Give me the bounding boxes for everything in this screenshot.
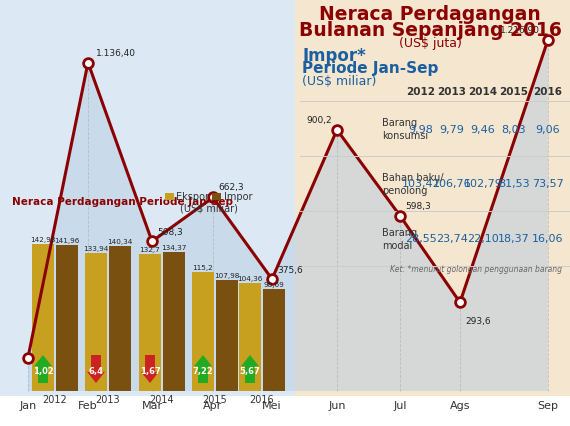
Text: 133,94: 133,94	[83, 245, 109, 251]
Text: 1,67: 1,67	[140, 366, 160, 375]
Bar	[165, 193, 174, 201]
Text: 142,98: 142,98	[30, 236, 56, 242]
Text: 103,42: 103,42	[402, 179, 441, 189]
Bar	[216, 280, 238, 391]
Text: 1,02: 1,02	[32, 366, 54, 375]
Text: 375,6: 375,6	[277, 265, 303, 274]
Text: Feb: Feb	[78, 400, 98, 410]
Text: 2012: 2012	[406, 87, 435, 97]
Text: 107,98: 107,98	[214, 272, 240, 278]
Text: Barang
modal: Barang modal	[382, 227, 417, 250]
Text: 98,69: 98,69	[263, 282, 284, 288]
Text: 23,74: 23,74	[436, 234, 468, 244]
Text: 508,3: 508,3	[157, 228, 183, 237]
Text: 9,79: 9,79	[439, 124, 465, 134]
Text: 2015: 2015	[499, 87, 528, 97]
Text: Bahan baku/
penolong: Bahan baku/ penolong	[382, 173, 443, 196]
Bar	[163, 253, 185, 391]
Text: 81,53: 81,53	[498, 179, 530, 189]
Text: 104,36: 104,36	[237, 276, 263, 282]
Text: 7,22: 7,22	[193, 366, 213, 375]
Text: 16,06: 16,06	[532, 234, 564, 244]
Bar	[85, 253, 107, 391]
Polygon shape	[241, 355, 259, 383]
Text: Mar: Mar	[141, 400, 162, 410]
Text: 18,37: 18,37	[498, 234, 530, 244]
Bar	[295, 0, 570, 396]
Bar	[239, 284, 261, 391]
Text: 22,10: 22,10	[467, 234, 499, 244]
Text: Apr: Apr	[203, 400, 223, 410]
Bar	[56, 245, 78, 391]
Text: 293,6: 293,6	[465, 317, 491, 325]
Bar	[32, 244, 54, 391]
Text: (US$ miliar): (US$ miliar)	[180, 204, 238, 213]
Text: 2012: 2012	[43, 394, 67, 404]
Polygon shape	[87, 355, 105, 383]
Text: Bulanan Sepanjang 2016: Bulanan Sepanjang 2016	[299, 21, 561, 40]
Text: Ags: Ags	[450, 400, 470, 410]
Text: 9,46: 9,46	[471, 124, 495, 134]
Text: Neraca Perdagangan Periode Jan-Sep: Neraca Perdagangan Periode Jan-Sep	[12, 196, 233, 207]
Text: 8,03: 8,03	[502, 124, 526, 134]
Text: Jul: Jul	[393, 400, 407, 410]
Text: 132,7: 132,7	[140, 247, 160, 253]
Text: 28,55: 28,55	[405, 234, 437, 244]
Text: 115,2: 115,2	[193, 265, 213, 271]
Text: 2014: 2014	[150, 394, 174, 404]
Bar	[263, 290, 285, 391]
Text: Impor*: Impor*	[302, 47, 366, 65]
Text: 2016: 2016	[534, 87, 563, 97]
Text: 1.136,40: 1.136,40	[96, 49, 136, 58]
Text: (US$ juta): (US$ juta)	[398, 37, 462, 50]
Text: Impor: Impor	[224, 192, 253, 202]
Text: Ket: *menurut golongan penggunaan barang: Ket: *menurut golongan penggunaan barang	[390, 265, 562, 273]
Text: Sep: Sep	[538, 400, 559, 410]
Polygon shape	[28, 40, 548, 391]
Text: Neraca Perdagangan: Neraca Perdagangan	[319, 5, 541, 24]
Polygon shape	[34, 355, 52, 383]
Text: (US$ miliar): (US$ miliar)	[302, 75, 376, 88]
Text: 2013: 2013	[96, 394, 120, 404]
Text: 140,34: 140,34	[107, 239, 133, 245]
Text: Jun: Jun	[328, 400, 346, 410]
Text: 141,96: 141,96	[54, 237, 80, 243]
Text: 1.216,90: 1.216,90	[500, 26, 540, 35]
Bar	[109, 247, 131, 391]
Text: 662,3: 662,3	[218, 183, 243, 192]
Bar	[192, 273, 214, 391]
Text: Barang
konsumsi: Barang konsumsi	[382, 118, 428, 141]
Text: 598,3: 598,3	[405, 201, 431, 210]
Text: 73,57: 73,57	[532, 179, 564, 189]
Bar	[139, 255, 161, 391]
Text: 2014: 2014	[469, 87, 498, 97]
Text: Periode Jan-Sep: Periode Jan-Sep	[302, 61, 438, 76]
Text: Mei: Mei	[262, 400, 282, 410]
Text: 5,67: 5,67	[239, 366, 260, 375]
Text: 9,06: 9,06	[536, 124, 560, 134]
Text: 2013: 2013	[438, 87, 466, 97]
Polygon shape	[141, 355, 159, 383]
Text: 6,4: 6,4	[88, 366, 104, 375]
Text: 134,37: 134,37	[161, 245, 187, 251]
Text: 2016: 2016	[250, 394, 274, 404]
Text: Ekspor: Ekspor	[176, 192, 209, 202]
Polygon shape	[194, 355, 212, 383]
Text: 900,2: 900,2	[307, 115, 332, 124]
Bar	[0, 0, 295, 396]
Bar	[212, 193, 221, 201]
Text: Jan: Jan	[19, 400, 36, 410]
Text: 2015: 2015	[202, 394, 227, 404]
Text: 102,79: 102,79	[463, 179, 502, 189]
Text: 106,76: 106,76	[433, 179, 471, 189]
Text: 9,98: 9,98	[409, 124, 433, 134]
